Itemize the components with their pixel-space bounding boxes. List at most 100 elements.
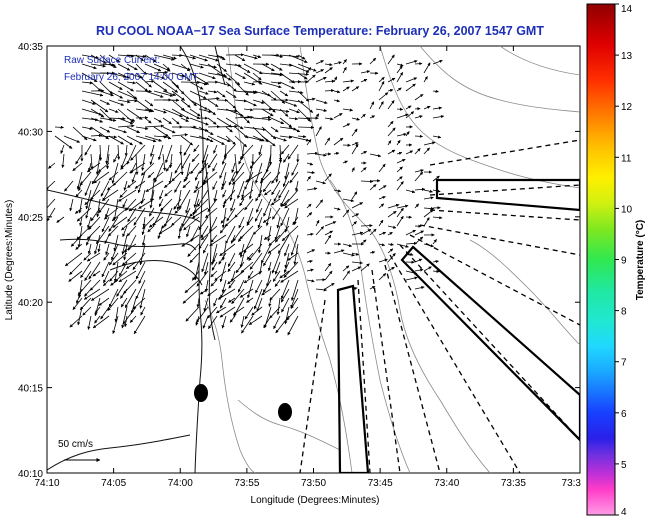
current-vector	[99, 108, 113, 122]
current-vector	[244, 306, 254, 320]
current-vector	[183, 216, 200, 231]
current-vector	[70, 234, 83, 247]
current-vector	[83, 288, 101, 300]
current-vector	[204, 261, 209, 276]
current-vector	[207, 108, 216, 116]
current-vector	[279, 99, 298, 107]
current-vector	[162, 135, 172, 140]
current-vector	[245, 171, 263, 183]
current-vector	[86, 252, 101, 262]
current-vector	[265, 207, 272, 227]
current-vector	[107, 297, 119, 312]
current-vector	[90, 126, 109, 140]
current-vector	[131, 171, 137, 183]
current-vector	[75, 243, 83, 250]
current-vector	[315, 153, 327, 157]
current-vector	[203, 171, 209, 184]
current-vector	[64, 252, 83, 267]
current-vector	[134, 180, 146, 189]
current-vector	[315, 99, 328, 105]
current-vector	[225, 99, 237, 109]
current-vector	[280, 189, 290, 207]
current-vector	[396, 113, 409, 119]
current-vector	[232, 225, 245, 242]
current-vector	[217, 288, 236, 300]
current-vector	[108, 126, 127, 134]
x-tick-label: 74:10	[34, 478, 59, 489]
colorbar-tick-label: 8	[621, 307, 627, 318]
y-axis-ticks: 40:35 40:30 40:25 40:20 40:15 40:10	[18, 42, 580, 480]
current-vector	[219, 261, 227, 283]
current-vector	[109, 270, 119, 282]
current-vector	[279, 117, 293, 128]
current-vector	[378, 231, 387, 236]
current-vector	[225, 72, 241, 86]
current-vector	[202, 243, 209, 254]
current-vector	[158, 198, 164, 207]
current-vector	[270, 198, 281, 206]
current-vector	[99, 90, 114, 97]
current-vector	[90, 81, 102, 92]
current-vector	[98, 198, 110, 214]
current-vector	[351, 167, 355, 173]
current-vector	[162, 81, 179, 93]
current-vector	[221, 207, 227, 229]
current-vector	[108, 81, 123, 90]
current-vector	[360, 179, 374, 184]
current-vector	[171, 171, 182, 182]
current-vector	[378, 258, 388, 263]
current-vector	[88, 261, 101, 280]
current-vector	[108, 72, 127, 78]
current-vector	[87, 243, 92, 255]
current-vector	[405, 77, 418, 83]
current-vector	[360, 167, 367, 173]
current-vector	[213, 189, 218, 202]
current-vector	[271, 207, 281, 220]
current-vector	[275, 315, 290, 334]
current-vector	[181, 234, 200, 247]
current-vector	[263, 198, 272, 217]
current-vector	[108, 99, 125, 106]
current-vector	[279, 72, 295, 84]
current-vector	[122, 306, 137, 325]
current-vector	[243, 81, 256, 86]
current-vector	[261, 288, 272, 296]
current-vector	[378, 243, 386, 247]
current-vector	[138, 270, 146, 284]
current-vector	[378, 273, 387, 281]
current-vector	[108, 63, 117, 68]
current-vector	[274, 279, 281, 287]
current-vector	[47, 198, 56, 209]
current-vector	[88, 216, 101, 230]
current-vector	[195, 180, 200, 190]
colorbar-tick-label: 13	[621, 51, 633, 62]
current-vector	[122, 225, 128, 238]
current-vector	[288, 90, 304, 95]
current-vector	[324, 262, 332, 272]
current-vector	[342, 209, 350, 218]
current-vector	[91, 288, 110, 301]
current-vector	[306, 268, 314, 272]
current-vector	[221, 153, 227, 165]
current-vector	[108, 171, 119, 181]
current-vector	[294, 180, 299, 192]
x-axis-ticks: 74:10 74:05 74:00 73:55 73:50 73:45 73:40 73:35…	[34, 46, 581, 489]
current-vector	[306, 151, 319, 155]
current-vector	[153, 90, 174, 97]
current-vector-field	[47, 53, 445, 336]
current-vector	[207, 288, 218, 297]
current-vector	[149, 153, 155, 166]
colorbar	[586, 3, 616, 516]
current-vector	[396, 107, 404, 111]
current-vector	[194, 171, 200, 181]
current-vector	[127, 180, 137, 189]
current-vector	[252, 72, 262, 81]
current-vector	[210, 270, 218, 278]
current-vector	[240, 261, 254, 273]
current-vector	[378, 185, 387, 191]
current-vector	[216, 90, 226, 98]
current-vector	[324, 67, 333, 74]
current-vector	[120, 162, 128, 170]
current-vector	[270, 135, 287, 142]
current-vector	[244, 171, 254, 190]
